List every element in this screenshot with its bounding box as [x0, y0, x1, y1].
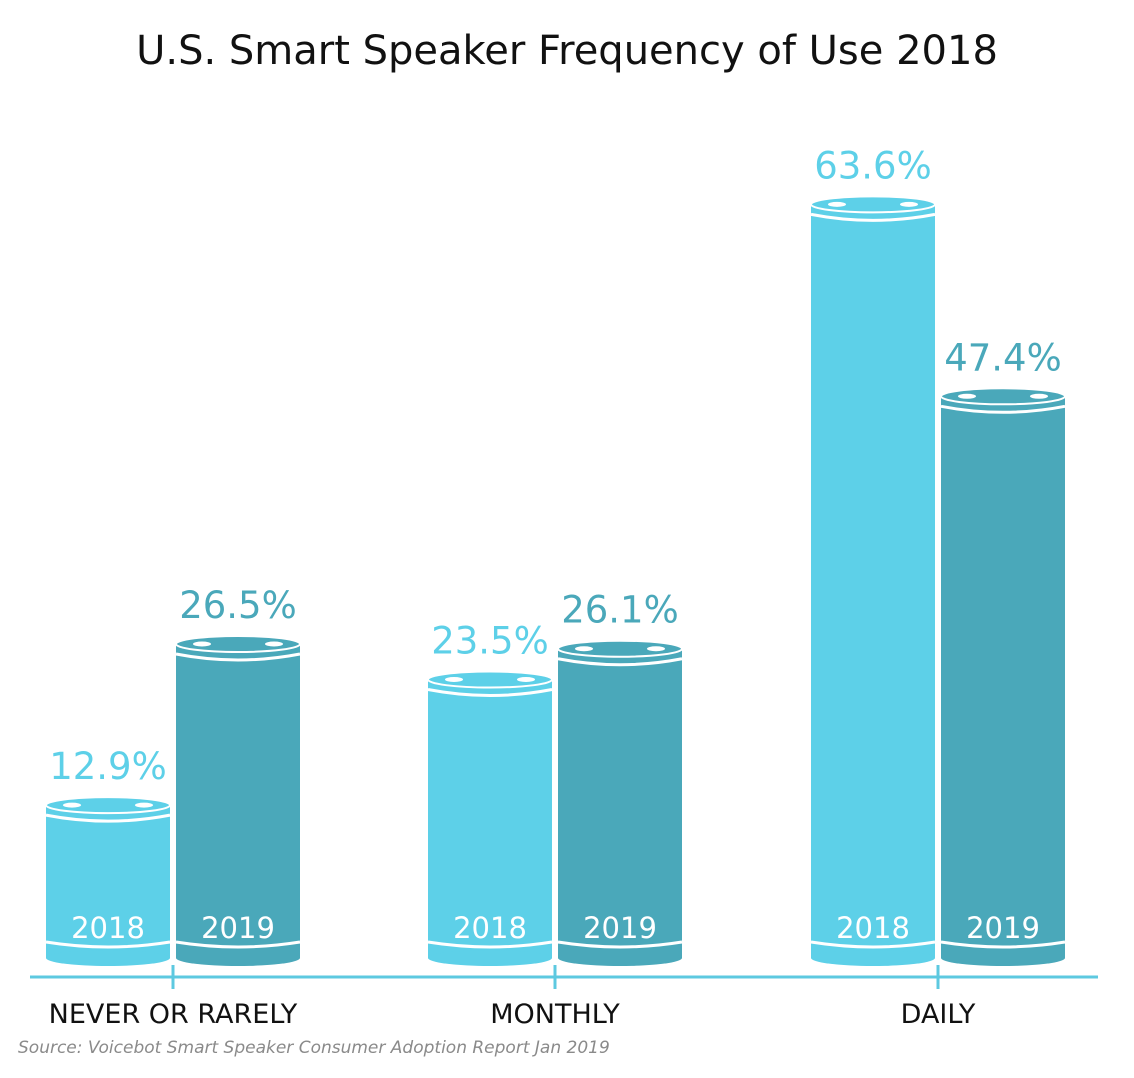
data-label-2018-monthly: 23.5%: [431, 620, 549, 663]
x-tick-label-never-or-rarely: NEVER OR RARELY: [49, 999, 298, 1030]
data-label-2019-daily: 47.4%: [944, 336, 1062, 379]
x-tick-label-daily: DAILY: [901, 999, 976, 1030]
bar-year-label-2018-monthly: 2018: [453, 911, 527, 945]
x-tick-label-monthly: MONTHLY: [490, 999, 620, 1030]
data-label-2018-daily: 63.6%: [814, 144, 932, 187]
chart-title: U.S. Smart Speaker Frequency of Use 2018: [136, 28, 998, 74]
source-note: Source: Voicebot Smart Speaker Consumer …: [18, 1038, 610, 1058]
bar-year-label-2019-daily: 2019: [966, 911, 1040, 945]
bar-year-label-2019-never-or-rarely: 2019: [201, 911, 275, 945]
bar-2018-daily: [810, 195, 936, 966]
bar-2018-monthly: [427, 670, 553, 966]
bar-2019-never-or-rarely: [175, 634, 301, 966]
data-label-2018-never-or-rarely: 12.9%: [49, 745, 167, 788]
bar-2019-monthly: [557, 639, 683, 966]
bar-year-label-2019-monthly: 2019: [583, 911, 657, 945]
bar-year-label-2018-daily: 2018: [836, 911, 910, 945]
data-label-2019-never-or-rarely: 26.5%: [179, 584, 297, 627]
bar-year-label-2018-never-or-rarely: 2018: [71, 911, 145, 945]
data-label-2019-monthly: 26.1%: [561, 589, 679, 632]
bar-2018-never-or-rarely: [45, 796, 171, 966]
bar-2019-daily: [940, 387, 1066, 966]
